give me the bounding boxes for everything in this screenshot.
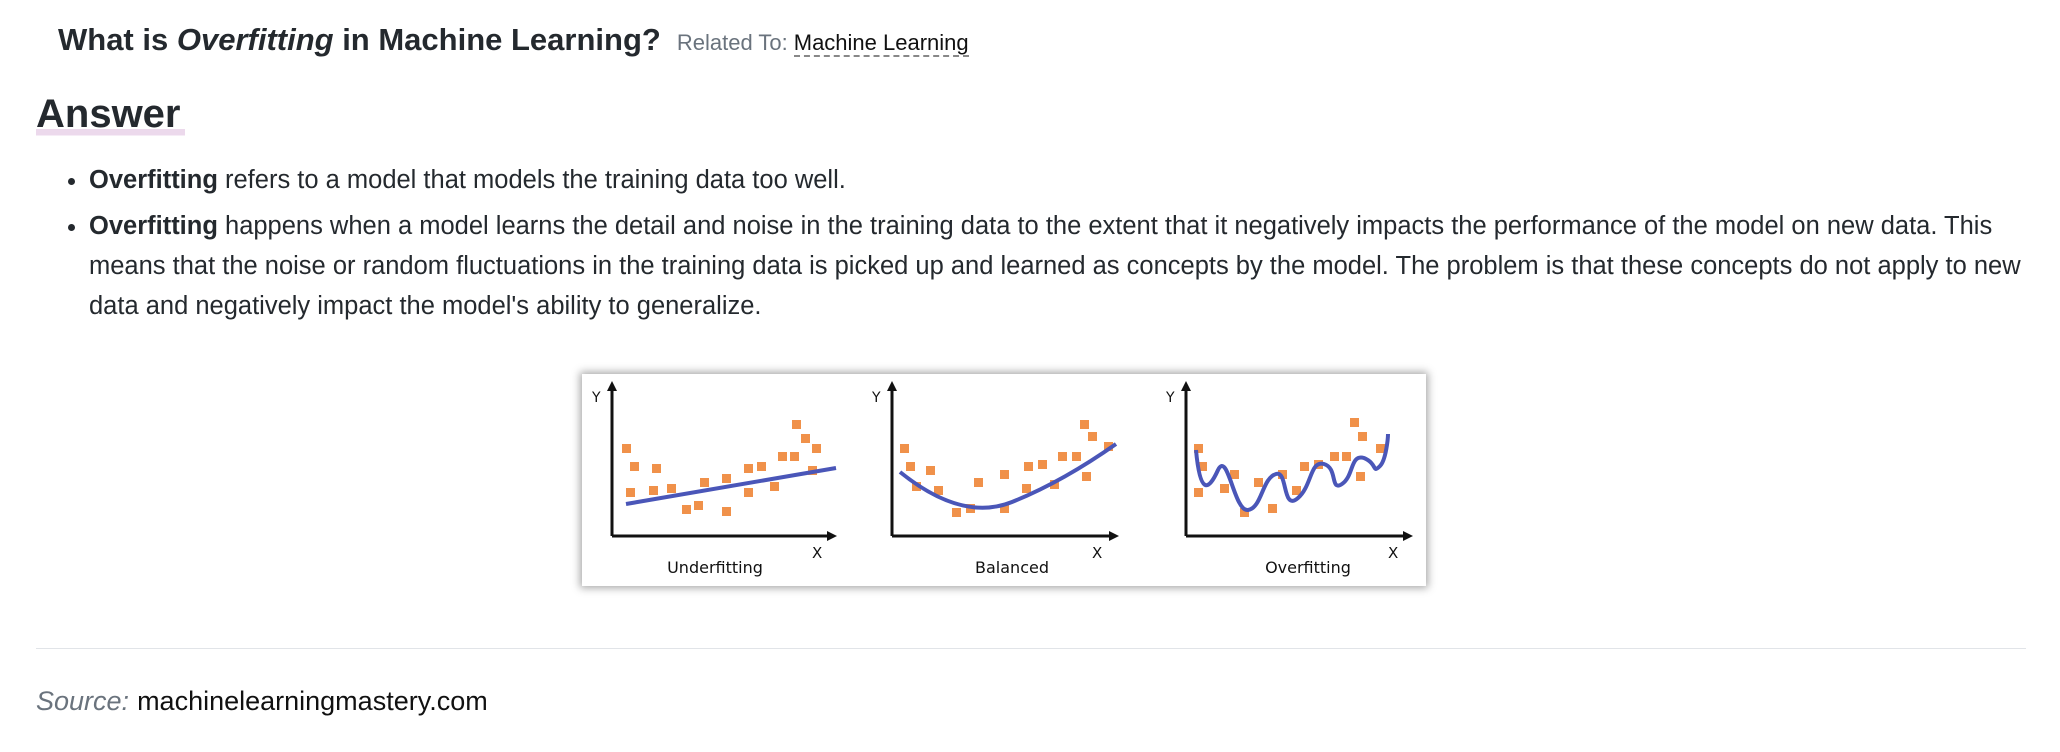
question-title: What is Overfitting in Machine Learning? [58, 22, 661, 58]
panel-underfitting-points [622, 420, 821, 516]
answer-point-1-text: refers to a model that models the traini… [217, 166, 846, 194]
panel-balanced-fit-curve [898, 442, 1118, 510]
panel-underfitting-y-label: Y [591, 390, 601, 406]
question-title-suffix: in Machine Learning? [333, 22, 661, 57]
answer-point-2-text: happens when a model learns the detail a… [89, 212, 2021, 320]
panel-underfitting-x-label: X [812, 544, 822, 562]
panel-underfitting-fit-line [625, 466, 837, 506]
panel-overfitting: Y X O [1165, 381, 1413, 577]
fitting-comparison-svg: Y X [591, 381, 1413, 577]
source-link[interactable]: machinelearningmastery.com [137, 686, 488, 716]
source-label: Source: [36, 686, 130, 716]
related-to-label: Related To: [676, 30, 788, 55]
related-topic-link[interactable]: Machine Learning [793, 30, 969, 57]
answer-point-1-bold: Overfitting [89, 166, 218, 194]
panel-overfitting-label: Overfitting [1265, 558, 1351, 577]
answer-point-1: Overfitting refers to a model that model… [89, 160, 2060, 200]
answer-list: Overfitting refers to a model that model… [58, 160, 2060, 332]
section-divider [36, 648, 2026, 649]
answer-point-2-bold: Overfitting [89, 212, 218, 240]
related-to: Related To: Machine Learning [676, 30, 969, 57]
panel-balanced-y-label: Y [871, 390, 881, 406]
answer-heading: Answer [36, 92, 185, 137]
panel-overfitting-x-label: X [1388, 544, 1398, 562]
panel-overfitting-fit-curve [1194, 433, 1390, 512]
question-title-term: Overfitting [176, 22, 334, 57]
panel-overfitting-y-label: Y [1165, 390, 1175, 406]
source-line: Source: machinelearningmastery.com [36, 686, 488, 717]
answer-point-2: Overfitting happens when a model learns … [89, 206, 2060, 326]
panel-underfitting-label: Underfitting [667, 558, 763, 577]
panel-balanced: Y X [871, 381, 1119, 577]
panel-underfitting: Y X [591, 381, 837, 577]
panel-balanced-x-label: X [1092, 544, 1102, 562]
fitting-comparison-figure: Y X [582, 374, 1426, 586]
panel-balanced-label: Balanced [975, 558, 1049, 577]
question-header: What is Overfitting in Machine Learning?… [58, 22, 969, 58]
question-title-prefix: What is [58, 22, 177, 57]
